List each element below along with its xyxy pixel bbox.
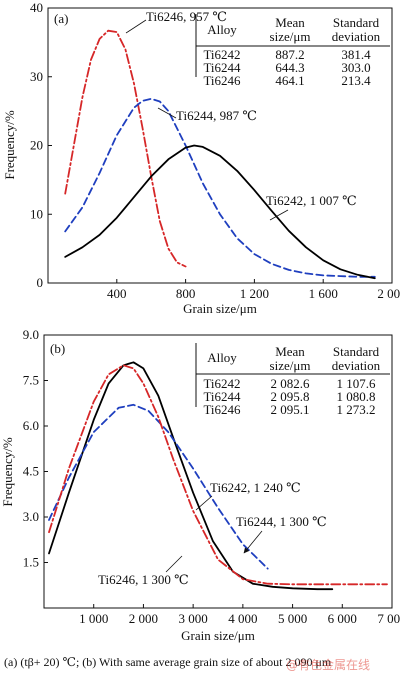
chart-panel-b: (b) Frequency/% Grain size/μm 1 000 2 000… xyxy=(0,327,400,643)
x-tick-label: 800 xyxy=(176,286,196,301)
table-cell: Ti6244 xyxy=(203,389,241,404)
series-label-ti6242-a: Ti6242, 1 007 ℃ xyxy=(266,193,357,208)
x-axis-label-b: Grain size/μm xyxy=(181,628,255,643)
series-b xyxy=(48,361,388,591)
x-tick-label: 6 000 xyxy=(328,611,357,626)
leader-line xyxy=(269,209,289,221)
y-tick-label: 0 xyxy=(37,275,44,290)
chart-panel-a: (a) Frequency/% Grain size/μm 400 800 1 20… xyxy=(2,0,400,316)
y-tick-label: 10 xyxy=(30,206,43,221)
ticks-b: 1 000 2 000 3 000 4 000 5 000 6 000 7 000 1.5 3.… xyxy=(23,327,400,626)
y-axis-label-b: Frequency/% xyxy=(0,437,15,506)
table-header-standard: Standard xyxy=(333,15,380,30)
table-cell: 303.0 xyxy=(341,60,370,75)
leader-line xyxy=(165,555,183,573)
series-label-ti6244-b: Ti6244, 1 300 ℃ xyxy=(236,514,327,529)
table-cell: Ti6244 xyxy=(203,60,241,75)
table-header-standard: Standard xyxy=(333,344,380,359)
x-tick-label: 2 000 xyxy=(129,611,158,626)
panel-label-b: (b) xyxy=(50,341,65,356)
table-header-size: size/μm xyxy=(270,358,311,373)
x-tick-label: 7 000 xyxy=(377,611,400,626)
table-cell: 644.3 xyxy=(275,60,304,75)
table-cell: 1 107.6 xyxy=(337,376,377,391)
leader-line xyxy=(157,107,177,119)
x-tick-label: 1 600 xyxy=(309,286,338,301)
leader-line xyxy=(125,19,147,34)
table-cell: Ti6242 xyxy=(203,47,240,62)
y-tick-label: 40 xyxy=(30,0,43,15)
table-cell: 2 082.6 xyxy=(271,376,311,391)
table-cell: Ti6246 xyxy=(203,402,241,417)
table-header-mean: Mean xyxy=(275,15,305,30)
table-header-alloy: Alloy xyxy=(207,22,237,37)
y-tick-label: 7.5 xyxy=(23,373,39,388)
y-tick-label: 3.0 xyxy=(23,509,39,524)
series-label-ti6244-a: Ti6244, 987 ℃ xyxy=(176,108,257,123)
series-line-ti6246 xyxy=(64,29,187,268)
x-tick-label: 1 000 xyxy=(79,611,108,626)
x-tick-label: 4 000 xyxy=(228,611,257,626)
table-cell: 2 095.8 xyxy=(271,389,310,404)
y-tick-label: 6.0 xyxy=(23,418,39,433)
table-cell: 887.2 xyxy=(275,47,304,62)
series-line-ti6246 xyxy=(48,364,388,586)
series-a xyxy=(64,29,376,280)
series-line-ti6242 xyxy=(64,144,376,280)
leader-line xyxy=(195,495,213,511)
x-tick-label: 2 000 xyxy=(377,286,400,301)
table-header-alloy: Alloy xyxy=(207,350,237,365)
x-tick-label: 5 000 xyxy=(278,611,307,626)
x-tick-label: 400 xyxy=(107,286,127,301)
table-header-mean: Mean xyxy=(275,344,305,359)
stats-table-a: Alloy Mean size/μm Standard deviation Ti… xyxy=(195,14,390,88)
table-cell: Ti6246 xyxy=(203,73,241,88)
table-cell: 213.4 xyxy=(341,73,371,88)
y-tick-label: 4.5 xyxy=(23,464,39,479)
table-header-deviation: deviation xyxy=(332,29,381,44)
panel-label-a: (a) xyxy=(54,11,68,26)
ticks-a: 400 800 1 200 1 600 2 000 0 10 20 30 40 xyxy=(30,0,400,301)
leader-line xyxy=(243,530,263,554)
x-tick-label: 3 000 xyxy=(179,611,208,626)
table-cell: 381.4 xyxy=(341,47,371,62)
table-header-deviation: deviation xyxy=(332,358,381,373)
series-line-ti6244 xyxy=(48,403,269,570)
table-cell: 1 273.2 xyxy=(337,402,376,417)
figure-caption: (a) (tβ+ 20) ℃; (b) With same average gr… xyxy=(4,655,332,669)
y-axis-label-a: Frequency/% xyxy=(2,110,17,179)
x-axis-label-a: Grain size/μm xyxy=(183,301,257,316)
x-tick-label: 1 200 xyxy=(240,286,269,301)
watermark: @有色金属在线 xyxy=(286,658,371,672)
y-tick-label: 20 xyxy=(30,138,43,153)
table-cell: Ti6242 xyxy=(203,376,240,391)
y-tick-label: 1.5 xyxy=(23,555,39,570)
table-cell: 464.1 xyxy=(275,73,304,88)
stats-table-b: Alloy Mean size/μm Standard deviation Ti… xyxy=(195,343,390,417)
table-header-size: size/μm xyxy=(270,29,311,44)
table-cell: 2 095.1 xyxy=(271,402,310,417)
y-tick-label: 30 xyxy=(30,69,43,84)
series-line-ti6244 xyxy=(64,97,376,278)
table-cell: 1 080.8 xyxy=(337,389,376,404)
series-label-ti6246-a: Ti6246, 957 ℃ xyxy=(146,9,227,24)
y-tick-label: 9.0 xyxy=(23,327,39,342)
series-label-ti6242-b: Ti6242, 1 240 ℃ xyxy=(210,480,301,495)
series-label-ti6246-b: Ti6246, 1 300 ℃ xyxy=(98,572,189,587)
